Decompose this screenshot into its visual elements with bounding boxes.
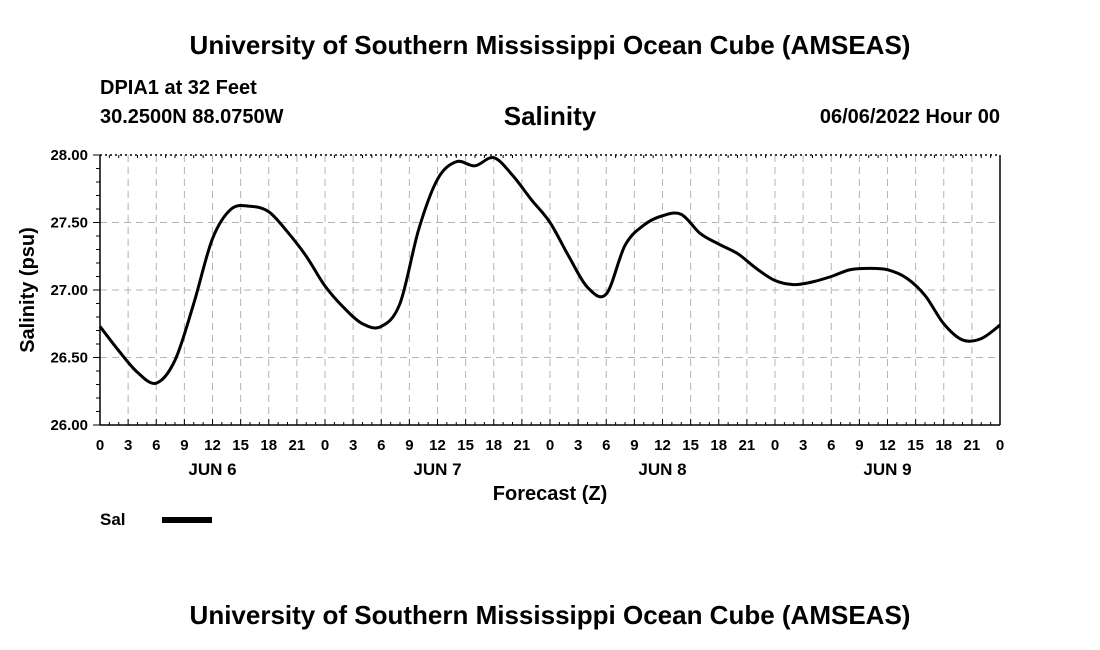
x-tick-label: 3: [574, 437, 582, 454]
x-tick-label: 12: [654, 437, 671, 454]
x-tick-label: 18: [935, 437, 952, 454]
x-tick-label: 12: [429, 437, 446, 454]
x-tick-label: 9: [855, 437, 863, 454]
x-tick-label: 6: [602, 437, 610, 454]
day-label: JUN 6: [188, 460, 236, 479]
chart-title: Salinity: [503, 101, 597, 131]
station-label: DPIA1 at 32 Feet: [100, 77, 257, 99]
coordinates-label: 30.2500N 88.0750W: [100, 106, 284, 128]
x-tick-label: 12: [879, 437, 896, 454]
series-layer: [98, 156, 1001, 385]
x-tick-label: 21: [289, 437, 306, 454]
x-tick-label: 12: [204, 437, 221, 454]
y-tick-label: 27.50: [50, 215, 88, 232]
x-tick-label: 21: [739, 437, 756, 454]
x-tick-label: 18: [485, 437, 502, 454]
y-axis-label: Salinity (psu): [17, 227, 39, 353]
y-tick-label: 27.00: [50, 282, 88, 299]
x-tick-label: 0: [996, 437, 1004, 454]
y-tick-label: 28.00: [50, 147, 88, 164]
x-tick-label: 0: [96, 437, 104, 454]
x-tick-label: 9: [405, 437, 413, 454]
x-tick-label: 9: [180, 437, 188, 454]
x-tick-label: 0: [771, 437, 779, 454]
grid-layer: [100, 155, 1000, 425]
main-title: University of Southern Mississippi Ocean…: [189, 30, 911, 60]
x-tick-label: 21: [514, 437, 531, 454]
axis-layer: [93, 154, 1001, 426]
x-tick-label: 15: [907, 437, 924, 454]
x-tick-label: 15: [232, 437, 249, 454]
datetime-label: 06/06/2022 Hour 00: [819, 106, 1000, 128]
x-axis-label: Forecast (Z): [493, 483, 607, 505]
x-tick-label: 15: [457, 437, 474, 454]
x-tick-label: 6: [152, 437, 160, 454]
x-tick-label: 18: [260, 437, 277, 454]
day-label: JUN 9: [863, 460, 911, 479]
x-tick-label: 0: [321, 437, 329, 454]
day-label: JUN 8: [638, 460, 686, 479]
x-tick-label: 6: [377, 437, 385, 454]
x-tick-label: 3: [349, 437, 357, 454]
x-tick-label: 15: [682, 437, 699, 454]
x-tick-label: 3: [799, 437, 807, 454]
x-tick-label: 6: [827, 437, 835, 454]
x-tick-label: 21: [964, 437, 981, 454]
day-label: JUN 7: [413, 460, 461, 479]
series-line-sal: [98, 156, 1001, 385]
x-tick-label: 18: [710, 437, 727, 454]
footer-title: University of Southern Mississippi Ocean…: [189, 600, 911, 630]
legend-label: Sal: [100, 510, 126, 529]
x-tick-label: 3: [124, 437, 132, 454]
x-tick-label: 9: [630, 437, 638, 454]
y-tick-label: 26.00: [50, 417, 88, 434]
y-tick-label: 26.50: [50, 350, 88, 367]
x-tick-label: 0: [546, 437, 554, 454]
label-layer: 0 3 6 9 12 15 18 21 0 3 6 9 12 15 18 21 0 3 6 9 12 15 18 21 0 3 6 9…: [17, 147, 1004, 505]
